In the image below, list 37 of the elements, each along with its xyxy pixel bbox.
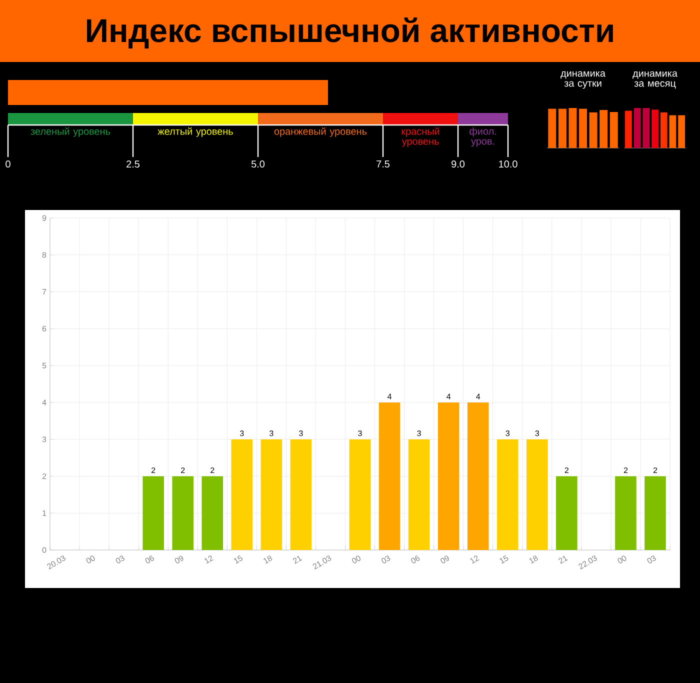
bar bbox=[644, 476, 666, 550]
bar bbox=[652, 110, 658, 148]
bar bbox=[642, 108, 650, 148]
bar bbox=[408, 439, 430, 550]
chart-title: Индекс вспышечной активности bbox=[87, 17, 613, 49]
chart-title: динамика за месяц bbox=[632, 71, 678, 89]
bar bbox=[556, 476, 578, 550]
bar bbox=[624, 110, 632, 148]
bar bbox=[660, 112, 668, 148]
x-tick-label: 10.0 bbox=[499, 160, 518, 168]
bar bbox=[467, 402, 489, 550]
x-tick-label: 7.5 bbox=[376, 160, 390, 168]
bar bbox=[260, 439, 282, 550]
text: оранжевый уровень bbox=[274, 127, 367, 137]
bar bbox=[526, 439, 548, 550]
chart-title: динамика за сутки bbox=[560, 71, 606, 89]
bar bbox=[634, 108, 641, 148]
bar bbox=[202, 476, 224, 550]
bar bbox=[290, 439, 312, 550]
bar bbox=[172, 476, 194, 550]
text: фиол. уров. bbox=[470, 127, 496, 147]
bar bbox=[669, 115, 676, 148]
bar bbox=[615, 476, 636, 550]
bar bbox=[378, 402, 400, 550]
bar bbox=[496, 439, 518, 550]
x-tick-label: 9.0 bbox=[452, 160, 465, 168]
text: красный уровень bbox=[402, 127, 440, 147]
bar bbox=[231, 439, 253, 550]
bar bbox=[142, 476, 164, 550]
text: желтый уровень bbox=[158, 127, 233, 137]
bar bbox=[438, 402, 460, 550]
bar bbox=[678, 115, 686, 148]
x-tick-label: 0 bbox=[6, 160, 10, 168]
text: зеленый уровень bbox=[30, 127, 110, 137]
x-tick-label: 2.5 bbox=[126, 160, 140, 168]
bar bbox=[349, 439, 371, 550]
x-tick-label: 5.0 bbox=[251, 160, 265, 168]
